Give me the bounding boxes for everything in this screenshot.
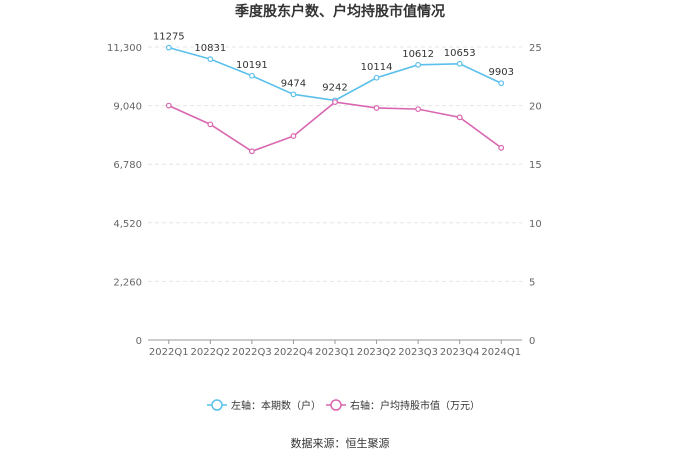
x-tick-label: 2022Q1: [149, 347, 189, 358]
left-axis: 0 2,260 4,520 6,780 9,040 11,300: [107, 43, 142, 347]
data-point-right: [498, 144, 505, 151]
data-label: 9242: [322, 82, 347, 93]
legend-label: 右轴：户均持股市值（万元）: [350, 399, 480, 412]
data-point-left: [415, 61, 422, 68]
data-label: 11275: [153, 32, 185, 43]
data-point-right: [290, 133, 297, 139]
series-layer: 11275 10831 10191 9474 9242 10114 10612 10653 99…: [153, 32, 514, 155]
data-point-right: [456, 114, 463, 121]
source-note: 数据来源：恒生聚源: [291, 436, 390, 450]
right-axis: 0 5 10 15 20 25: [529, 43, 542, 347]
x-tick-label: 2023Q1: [315, 347, 355, 358]
legend-item-right-series[interactable]: 右轴：户均持股市值（万元）: [326, 399, 480, 412]
chart-title: 季度股东户数、户均持股市值情况: [234, 3, 445, 20]
x-axis: 2022Q1 2022Q2 2022Q3 2022Q4 2023Q1 2023Q2 2023…: [149, 340, 521, 358]
data-label: 9903: [488, 67, 513, 78]
right-tick-label: 15: [529, 160, 542, 171]
data-point-right: [207, 121, 214, 128]
data-label: 10612: [402, 49, 434, 60]
data-label: 10114: [361, 62, 393, 73]
data-point-left: [165, 44, 172, 51]
data-point-right: [248, 148, 255, 155]
right-tick-label: 0: [529, 336, 535, 347]
data-label: 10831: [194, 43, 226, 54]
data-point-left: [456, 60, 463, 67]
legend-item-left-series[interactable]: 左轴：本期数（户）: [207, 399, 321, 412]
right-tick-label: 5: [529, 277, 535, 288]
left-tick-label: 9,040: [113, 102, 142, 113]
left-tick-label: 0: [136, 336, 142, 347]
left-tick-label: 11,300: [107, 43, 142, 54]
legend: 左轴：本期数（户） 右轴：户均持股市值（万元）: [207, 399, 480, 412]
data-point-left: [290, 91, 297, 98]
data-point-right: [165, 102, 172, 109]
x-tick-label: 2022Q2: [190, 347, 230, 358]
data-point-right: [373, 105, 380, 111]
x-tick-label: 2023Q2: [357, 347, 397, 358]
data-point-left: [207, 56, 214, 63]
x-tick-label: 2023Q4: [440, 347, 480, 358]
data-label: 10191: [236, 60, 268, 71]
data-point-left: [248, 72, 255, 79]
left-tick-label: 4,520: [113, 219, 142, 230]
x-tick-label: 2023Q3: [398, 347, 438, 358]
legend-marker-circle: [211, 399, 223, 411]
x-tick-label: 2024Q1: [481, 347, 521, 358]
right-tick-label: 25: [529, 43, 542, 54]
legend-label: 左轴：本期数（户）: [231, 399, 321, 412]
right-tick-label: 20: [529, 102, 542, 113]
data-point-right: [332, 99, 338, 105]
x-tick-label: 2022Q4: [274, 347, 314, 358]
data-point-right: [415, 106, 422, 113]
left-tick-label: 2,260: [113, 277, 142, 288]
legend-marker-circle: [330, 399, 342, 411]
data-point-left: [498, 80, 505, 87]
data-label: 10653: [444, 48, 476, 59]
left-tick-label: 6,780: [113, 160, 142, 171]
series-line-right: [168, 101, 502, 153]
data-label: 9474: [281, 78, 306, 89]
x-tick-label: 2022Q3: [232, 347, 272, 358]
data-point-left: [373, 74, 380, 81]
right-tick-label: 10: [529, 219, 542, 230]
